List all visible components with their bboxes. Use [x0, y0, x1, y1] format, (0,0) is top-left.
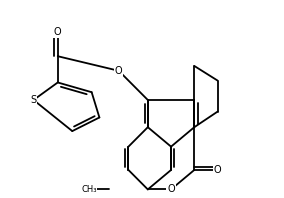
Text: O: O [54, 27, 62, 37]
Text: O: O [167, 184, 175, 194]
Text: CH₃: CH₃ [81, 185, 97, 194]
Text: O: O [115, 66, 123, 76]
Text: S: S [30, 95, 37, 105]
Text: O: O [214, 165, 221, 175]
